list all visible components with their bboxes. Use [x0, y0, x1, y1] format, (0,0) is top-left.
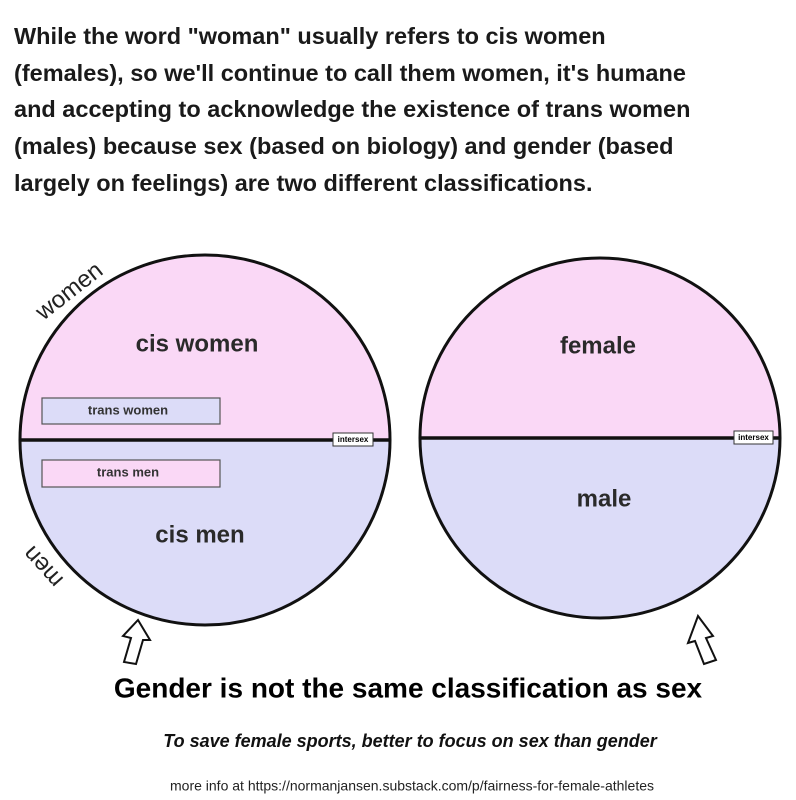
intro-line: While the word "woman" usually refers to… [14, 23, 606, 49]
intro: While the word "woman" usually refers to… [14, 23, 690, 196]
box-label: trans women [88, 402, 168, 417]
top-half [420, 258, 780, 438]
intersex-label: intersex [338, 435, 369, 444]
arrow [686, 613, 718, 666]
intersex-box [733, 430, 774, 445]
intro-line: (males) because sex (based on biology) a… [14, 133, 673, 159]
bottom-half [420, 438, 780, 618]
bottom-label: male [577, 485, 632, 512]
intersex-box [332, 432, 374, 447]
intro-line: largely on feelings) are two different c… [14, 170, 593, 196]
box [41, 397, 221, 425]
arrow [121, 618, 152, 666]
box [41, 459, 221, 488]
caption: Gender is not the same classification as… [114, 672, 703, 703]
subcaption: To save female sports, better to focus o… [163, 731, 657, 751]
box-label: trans men [97, 464, 159, 479]
intersex-label: intersex [738, 433, 769, 442]
top-label: female [560, 332, 636, 359]
bottom-label: cis men [155, 521, 244, 548]
sex-circle: female male intersex [418, 256, 782, 620]
top-half [20, 255, 390, 440]
gender-circle: cis women trans women trans men cis men … [17, 253, 392, 627]
intro-line: (females), so we'll continue to call the… [14, 60, 686, 86]
footer: more info at https://normanjansen.substa… [170, 778, 654, 794]
top-label: cis women [136, 330, 259, 357]
intro-line: and accepting to acknowledge the existen… [14, 96, 690, 122]
